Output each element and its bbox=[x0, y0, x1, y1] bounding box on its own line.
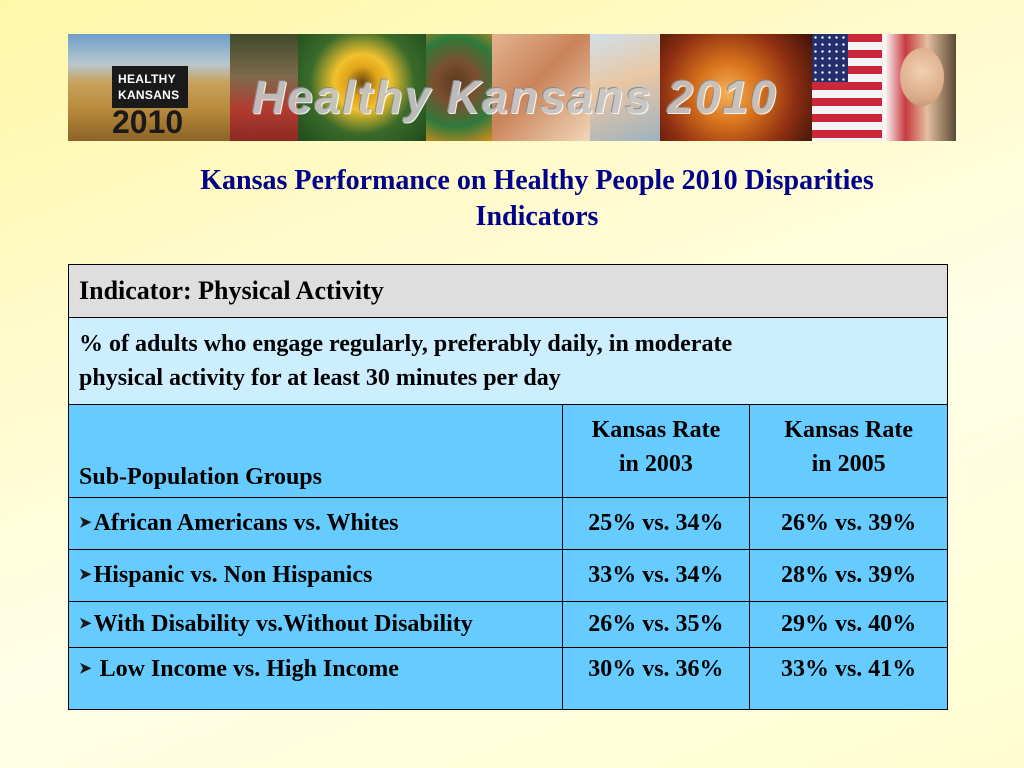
flag-child-photo bbox=[812, 34, 956, 141]
group-label: With Disability vs.Without Disability bbox=[93, 611, 473, 637]
rate-2005-cell: 26% vs. 39% bbox=[749, 497, 948, 550]
header-rate-2003-line-1: Kansas Rate bbox=[591, 417, 721, 443]
group-cell: ➤ Low Income vs. High Income bbox=[68, 647, 563, 710]
header-rate-2005: Kansas Rate in 2005 bbox=[749, 404, 948, 498]
farmer-photo bbox=[230, 34, 298, 141]
healthy-kansans-logo: HEALTHY KANSANS 2010 bbox=[112, 66, 196, 138]
table-row: ➤With Disability vs.Without Disability 2… bbox=[68, 601, 948, 648]
table-row: ➤ Low Income vs. High Income 30% vs. 36%… bbox=[68, 647, 948, 710]
description-row: % of adults who engage regularly, prefer… bbox=[68, 317, 948, 405]
rate-2005-cell: 28% vs. 39% bbox=[749, 549, 948, 602]
rate-2003-cell: 30% vs. 36% bbox=[561, 647, 751, 710]
physical-activity-table: Indicator: Physical Activity % of adults… bbox=[68, 264, 948, 710]
sunflower-photo bbox=[298, 34, 426, 141]
rate-2005-cell: 29% vs. 40% bbox=[749, 601, 948, 648]
arrow-bullet-icon: ➤ bbox=[79, 515, 92, 531]
description-line-2: physical activity for at least 30 minute… bbox=[79, 365, 561, 391]
header-rate-2005-line-2: in 2005 bbox=[811, 451, 886, 477]
slide-title: Kansas Performance on Healthy People 201… bbox=[90, 163, 984, 235]
father-baby-photo bbox=[492, 34, 590, 141]
description-cell: % of adults who engage regularly, prefer… bbox=[68, 317, 948, 405]
logo-line-2: KANSANS bbox=[118, 88, 180, 102]
indicator-row: Indicator: Physical Activity bbox=[68, 264, 948, 318]
rate-2005-cell: 33% vs. 41% bbox=[749, 647, 948, 710]
header-rate-2003: Kansas Rate in 2003 bbox=[561, 404, 751, 498]
logo-background bbox=[112, 66, 188, 108]
logo-line-1: HEALTHY bbox=[118, 72, 176, 86]
group-cell: ➤African Americans vs. Whites bbox=[68, 497, 563, 550]
slide-title-line-1: Kansas Performance on Healthy People 201… bbox=[200, 165, 874, 196]
description-line-1: % of adults who engage regularly, prefer… bbox=[79, 331, 733, 357]
arrow-bullet-icon: ➤ bbox=[79, 616, 92, 632]
hands-photo bbox=[660, 34, 812, 141]
arrow-bullet-icon: ➤ bbox=[79, 567, 92, 583]
child-photo bbox=[426, 34, 492, 141]
header-sub-population: Sub-Population Groups bbox=[68, 404, 563, 498]
indicator-cell: Indicator: Physical Activity bbox=[68, 264, 948, 318]
rate-2003-cell: 33% vs. 34% bbox=[561, 549, 751, 602]
logo-year: 2010 bbox=[112, 104, 184, 140]
arrow-bullet-icon: ➤ bbox=[79, 661, 92, 677]
rate-2003-cell: 25% vs. 34% bbox=[561, 497, 751, 550]
table-row: ➤African Americans vs. Whites 25% vs. 34… bbox=[68, 497, 948, 550]
group-label: Low Income vs. High Income bbox=[93, 656, 399, 682]
baby-photo bbox=[590, 34, 660, 141]
header-rate-2005-line-1: Kansas Rate bbox=[784, 417, 913, 443]
group-label: African Americans vs. Whites bbox=[93, 510, 399, 536]
banner-title: Healthy Kansans 2010 bbox=[252, 71, 778, 123]
group-cell: ➤Hispanic vs. Non Hispanics bbox=[68, 549, 563, 602]
rate-2003-cell: 26% vs. 35% bbox=[561, 601, 751, 648]
slide-title-line-2: Indicators bbox=[475, 201, 599, 232]
group-label: Hispanic vs. Non Hispanics bbox=[93, 562, 373, 588]
banner-image: HEALTHY KANSANS 2010 Healthy Kansans 201… bbox=[68, 34, 956, 141]
table-row: ➤Hispanic vs. Non Hispanics 33% vs. 34% … bbox=[68, 549, 948, 602]
header-row: Sub-Population Groups Kansas Rate in 200… bbox=[68, 404, 948, 498]
group-cell: ➤With Disability vs.Without Disability bbox=[68, 601, 563, 648]
header-rate-2003-line-2: in 2003 bbox=[618, 451, 693, 477]
child-face bbox=[900, 48, 944, 106]
flag-stars-icon bbox=[812, 34, 848, 82]
